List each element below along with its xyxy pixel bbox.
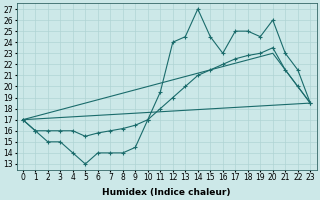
X-axis label: Humidex (Indice chaleur): Humidex (Indice chaleur) (102, 188, 231, 197)
